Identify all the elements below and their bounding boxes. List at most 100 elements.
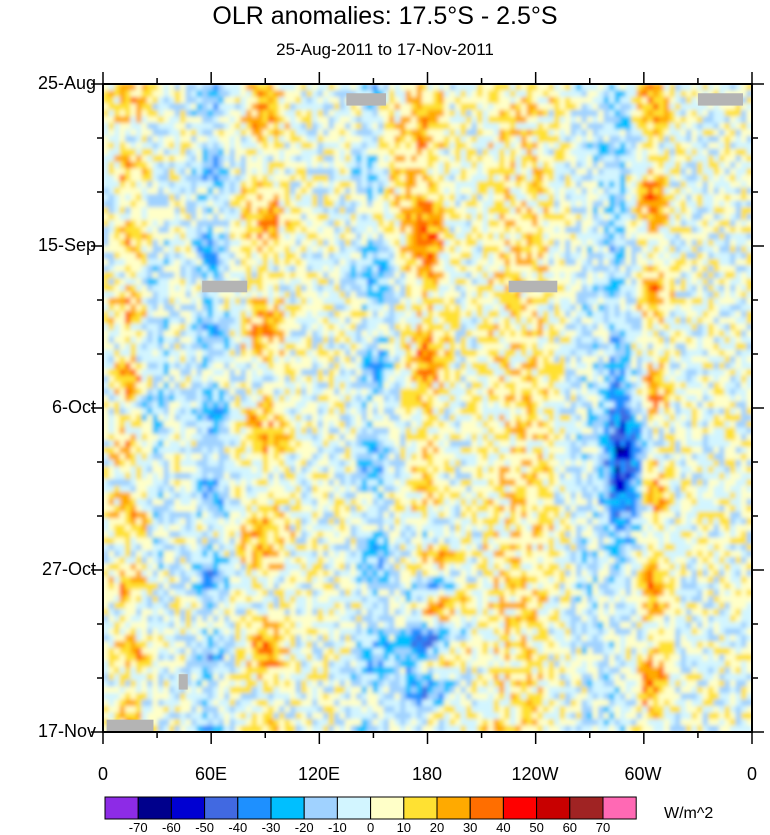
heatmap-cell — [532, 226, 539, 234]
heatmap-cell — [400, 90, 407, 98]
heatmap-cell — [279, 122, 286, 130]
heatmap-cell — [345, 181, 352, 189]
heatmap-cell — [103, 181, 110, 189]
heatmap-cell — [576, 109, 583, 117]
heatmap-cell — [697, 265, 704, 273]
heatmap-cell — [603, 271, 610, 279]
heatmap-cell — [477, 174, 484, 182]
heatmap-cell — [400, 343, 407, 351]
heatmap-cell — [273, 343, 280, 351]
heatmap-cell — [119, 343, 126, 351]
heatmap-cell — [240, 161, 247, 169]
heatmap-cell — [576, 304, 583, 312]
heatmap-cell — [262, 187, 269, 195]
heatmap-cell — [213, 213, 220, 221]
heatmap-cell — [471, 135, 478, 143]
heatmap-cell — [147, 220, 154, 228]
heatmap-cell — [636, 213, 643, 221]
heatmap-cell — [273, 103, 280, 111]
heatmap-cell — [372, 271, 379, 279]
heatmap-cell — [202, 297, 209, 305]
heatmap-cell — [444, 174, 451, 182]
heatmap-cell — [103, 96, 110, 105]
heatmap-cell — [565, 122, 572, 130]
heatmap-cell — [367, 349, 374, 357]
heatmap-cell — [581, 181, 588, 189]
heatmap-cell — [532, 220, 539, 228]
heatmap-cell — [114, 349, 121, 357]
heatmap-cell — [218, 258, 225, 267]
heatmap-cell — [702, 116, 709, 124]
heatmap-cell — [240, 96, 247, 105]
heatmap-cell — [235, 252, 242, 260]
heatmap-cell — [455, 271, 462, 279]
heatmap-cell — [114, 278, 121, 286]
heatmap-cell — [636, 297, 643, 305]
heatmap-cell — [405, 291, 412, 299]
heatmap-cell — [598, 258, 605, 267]
heatmap-cell — [515, 109, 522, 117]
heatmap-cell — [526, 129, 533, 137]
heatmap-cell — [548, 155, 555, 163]
heatmap-cell — [669, 90, 676, 98]
heatmap-cell — [526, 336, 533, 344]
heatmap-cell — [400, 271, 407, 279]
heatmap-cell — [642, 84, 649, 92]
heatmap-cell — [372, 239, 379, 247]
heatmap-cell — [284, 239, 291, 247]
heatmap-cell — [647, 297, 654, 305]
heatmap-cell — [323, 161, 330, 169]
heatmap-cell — [174, 200, 181, 208]
heatmap-cell — [477, 161, 484, 169]
heatmap-cell — [713, 181, 720, 189]
heatmap-cell — [614, 278, 621, 286]
heatmap-cell — [185, 278, 192, 286]
heatmap-cell — [378, 349, 385, 357]
heatmap-cell — [356, 84, 363, 92]
heatmap-cell — [466, 310, 473, 318]
heatmap-cell — [444, 148, 451, 156]
heatmap-cell — [697, 109, 704, 117]
heatmap-cell — [213, 187, 220, 195]
heatmap-cell — [301, 103, 308, 111]
heatmap-cell — [152, 330, 159, 338]
heatmap-cell — [455, 226, 462, 234]
heatmap-cell — [317, 304, 324, 312]
heatmap-cell — [603, 239, 610, 247]
heatmap-cell — [367, 220, 374, 228]
heatmap-cell — [224, 297, 231, 305]
heatmap-cell — [554, 109, 561, 117]
heatmap-cell — [279, 356, 286, 364]
heatmap-cell — [680, 96, 687, 105]
heatmap-cell — [482, 174, 489, 182]
heatmap-cell — [119, 220, 126, 228]
heatmap-cell — [493, 155, 500, 163]
heatmap-cell — [680, 90, 687, 98]
heatmap-cell — [675, 168, 682, 176]
heatmap-cell — [515, 304, 522, 312]
heatmap-cell — [180, 161, 187, 169]
heatmap-cell — [686, 161, 693, 169]
heatmap-cell — [631, 304, 638, 312]
heatmap-cell — [658, 317, 665, 325]
heatmap-cell — [191, 116, 198, 124]
heatmap-cell — [257, 356, 264, 364]
heatmap-cell — [411, 90, 418, 98]
heatmap-cell — [158, 252, 165, 260]
heatmap-cell — [581, 304, 588, 312]
heatmap-cell — [378, 291, 385, 299]
heatmap-cell — [273, 233, 280, 241]
heatmap-cell — [416, 142, 423, 150]
heatmap-cell — [196, 194, 203, 202]
heatmap-cell — [565, 194, 572, 202]
heatmap-cell — [592, 122, 599, 130]
heatmap-cell — [383, 330, 390, 338]
heatmap-cell — [521, 233, 528, 241]
heatmap-cell — [565, 233, 572, 241]
heatmap-cell — [460, 181, 467, 189]
heatmap-cell — [702, 297, 709, 305]
heatmap-cell — [702, 207, 709, 215]
heatmap-cell — [389, 194, 396, 202]
heatmap-cell — [125, 356, 132, 364]
heatmap-cell — [449, 187, 456, 195]
